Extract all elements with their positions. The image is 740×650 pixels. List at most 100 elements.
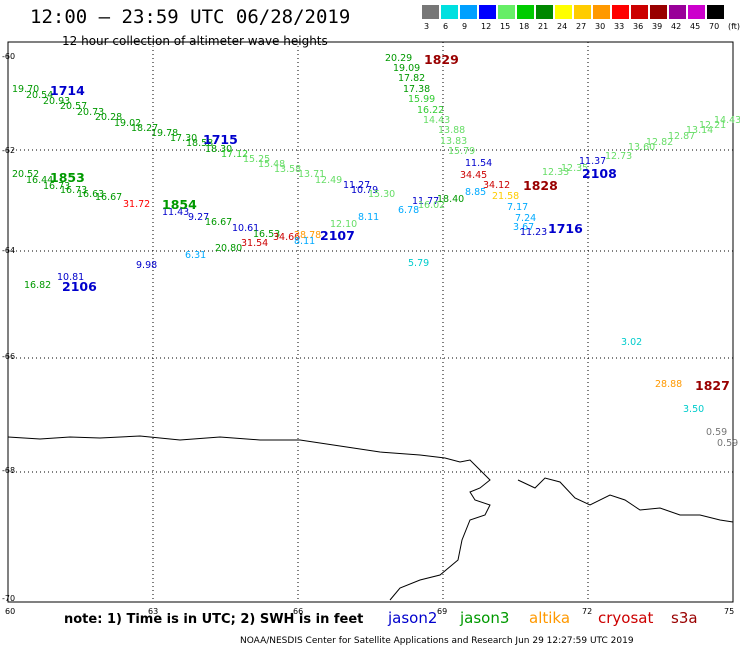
wave-height-value: 11.37: [579, 156, 607, 167]
legend-label: 12: [481, 22, 492, 31]
wave-height-value: 12.35: [561, 163, 589, 174]
wave-height-value: 16.73: [43, 181, 71, 192]
wave-height-value: 3.50: [683, 404, 705, 415]
wave-height-value: 15.48: [258, 159, 286, 170]
wave-height-value: 10.79: [351, 185, 379, 196]
legend-label: 39: [652, 22, 663, 31]
wave-height-value: 16.02: [418, 200, 446, 211]
legend-label: 6: [443, 22, 449, 31]
wave-height-value: 12.10: [330, 219, 358, 230]
legend-swatch: [498, 5, 515, 19]
legend-swatch: [688, 5, 705, 19]
legend-swatch: [612, 5, 629, 19]
wave-height-value: 8.85: [465, 187, 487, 198]
wave-height-value: 5.79: [408, 258, 430, 269]
legend-swatch: [707, 5, 724, 19]
pass-time-label: 2106: [62, 279, 97, 294]
wave-height-value: 20.73: [77, 107, 105, 118]
wave-height-value: 15.30: [368, 189, 396, 200]
wave-height-value: 14.43: [714, 115, 740, 126]
wave-height-value: 31.72: [123, 199, 151, 210]
wave-height-value: 8.11: [294, 236, 316, 247]
wave-height-value: 13.83: [440, 136, 468, 147]
wave-height-value: 12.49: [315, 175, 343, 186]
wave-height-value: 12.87: [668, 131, 696, 142]
wave-height-value: 9.27: [188, 212, 210, 223]
wave-height-value: 34.12: [483, 180, 511, 191]
wave-height-value: 16.67: [95, 192, 123, 203]
pass-time-label: 1828: [523, 178, 558, 193]
wave-height-value: 13.14: [686, 125, 714, 136]
wave-height-value: 8.11: [358, 212, 380, 223]
lat-label: -70: [2, 594, 16, 603]
legend-label: 18: [519, 22, 530, 31]
legend-label: 70: [709, 22, 720, 31]
wave-height-value: 6.78: [398, 205, 420, 216]
wave-height-value: 11.43: [162, 207, 190, 218]
wave-height-value: 31.54: [241, 238, 269, 249]
wave-height-value: 20.28: [95, 112, 123, 123]
wave-height-value: 20.52: [12, 169, 40, 180]
wave-height-value: 13.71: [298, 169, 326, 180]
coastline: [7, 435, 491, 601]
legend-swatch: [650, 5, 667, 19]
wave-height-value: 18.27: [131, 123, 159, 134]
wave-height-value: 20.93: [43, 96, 71, 107]
wave-height-value: 15.99: [408, 94, 436, 105]
wave-height-value: 18.40: [437, 194, 465, 205]
graticule: [8, 42, 733, 602]
wave-height-value: 13.88: [438, 125, 466, 136]
legend-label: (ft): [728, 22, 740, 31]
wave-height-value: 13.60: [628, 142, 656, 153]
page-title: 12:00 – 23:59 UTC 06/28/2019: [30, 6, 351, 28]
pass-time-label: 1716: [548, 221, 583, 236]
legend-label: 42: [671, 22, 682, 31]
credit-line: NOAA/NESDIS Center for Satellite Applica…: [240, 636, 634, 646]
legend-swatch: [631, 5, 648, 19]
wave-height-value: 13.58: [274, 164, 302, 175]
legend-swatch: [555, 5, 572, 19]
wave-height-value: 20.54: [26, 90, 54, 101]
wave-height-value: 17.82: [398, 73, 426, 84]
wave-height-value: 19.09: [393, 63, 421, 74]
pass-time-label: 1714: [50, 83, 85, 98]
wave-height-value: 28.78: [294, 230, 322, 241]
lat-label: -68: [2, 466, 16, 475]
wave-height-value: 7.24: [515, 213, 537, 224]
pass-time-label: 1853: [50, 170, 85, 185]
legend-swatch: [479, 5, 496, 19]
legend-swatch: [517, 5, 534, 19]
legend-label: 15: [500, 22, 511, 31]
wave-height-value: 6.31: [185, 250, 207, 261]
wave-height-value: 19.78: [151, 128, 179, 139]
legend-label: 24: [557, 22, 568, 31]
wave-height-value: 7.17: [507, 202, 529, 213]
wave-height-value: 20.80: [215, 243, 243, 254]
lat-label: -66: [2, 352, 16, 361]
satellite-label-s3a: s3a: [671, 609, 698, 627]
wave-height-value: 16.73: [60, 185, 88, 196]
legend-swatch: [460, 5, 477, 19]
wave-height-value: 15.25: [243, 154, 271, 165]
wave-height-value: 0.59: [717, 438, 739, 449]
legend-label: 27: [576, 22, 587, 31]
wave-height-value: 10.81: [57, 272, 85, 283]
coastline-island: [517, 477, 734, 523]
legend-swatch: [422, 5, 439, 19]
wave-height-value: 11.23: [520, 227, 548, 238]
legend-label: 30: [595, 22, 606, 31]
wave-height-value: 12.21: [699, 120, 727, 131]
pass-time-label: 1827: [695, 378, 730, 393]
wave-height-value: 12.73: [605, 151, 633, 162]
wave-height-value: 21.58: [492, 191, 520, 202]
page-subtitle: 12 hour collection of altimeter wave hei…: [62, 34, 328, 48]
wave-height-value: 16.82: [24, 280, 52, 291]
wave-height-value: 17.12: [221, 149, 249, 160]
legend-label: 9: [462, 22, 468, 31]
wave-height-value: 11.27: [343, 180, 371, 191]
pass-time-label: 1854: [162, 197, 197, 212]
legend-swatch: [441, 5, 458, 19]
lat-label: -62: [2, 146, 16, 155]
wave-height-value: 20.57: [60, 101, 88, 112]
